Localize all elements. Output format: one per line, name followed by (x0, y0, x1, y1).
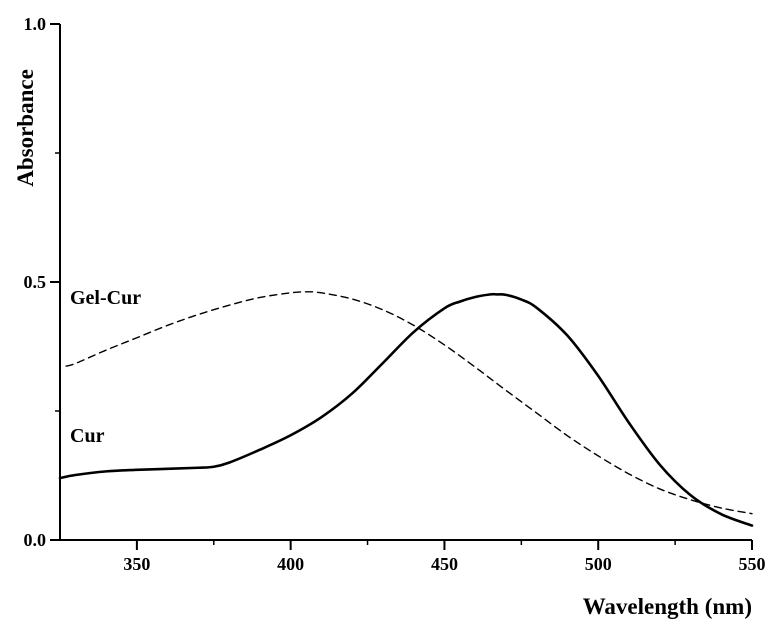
y-ticks: 0.0 0.5 1.0 (24, 14, 60, 550)
x-tick-label: 450 (431, 554, 458, 574)
y-tick-label: 0.0 (24, 530, 47, 550)
y-tick-label: 1.0 (24, 14, 47, 34)
plot-area (59, 24, 752, 541)
cur-label: Cur (70, 425, 105, 447)
x-tick-label: 500 (585, 554, 612, 574)
x-ticks: 350 400 450 500 550 (123, 540, 766, 574)
cur-series-line (58, 292, 754, 527)
x-tick-label: 350 (123, 554, 150, 574)
x-tick-label: 550 (739, 554, 766, 574)
y-tick-label: 0.5 (24, 272, 47, 292)
y-axis-title: Absorbance (13, 69, 38, 187)
series-layer (58, 291, 754, 527)
gel-cur-label: Gel-Cur (70, 287, 141, 309)
x-tick-label: 400 (277, 554, 304, 574)
gel-cur-series-line (65, 291, 753, 515)
x-axis-title: Wavelength (nm) (583, 594, 752, 619)
